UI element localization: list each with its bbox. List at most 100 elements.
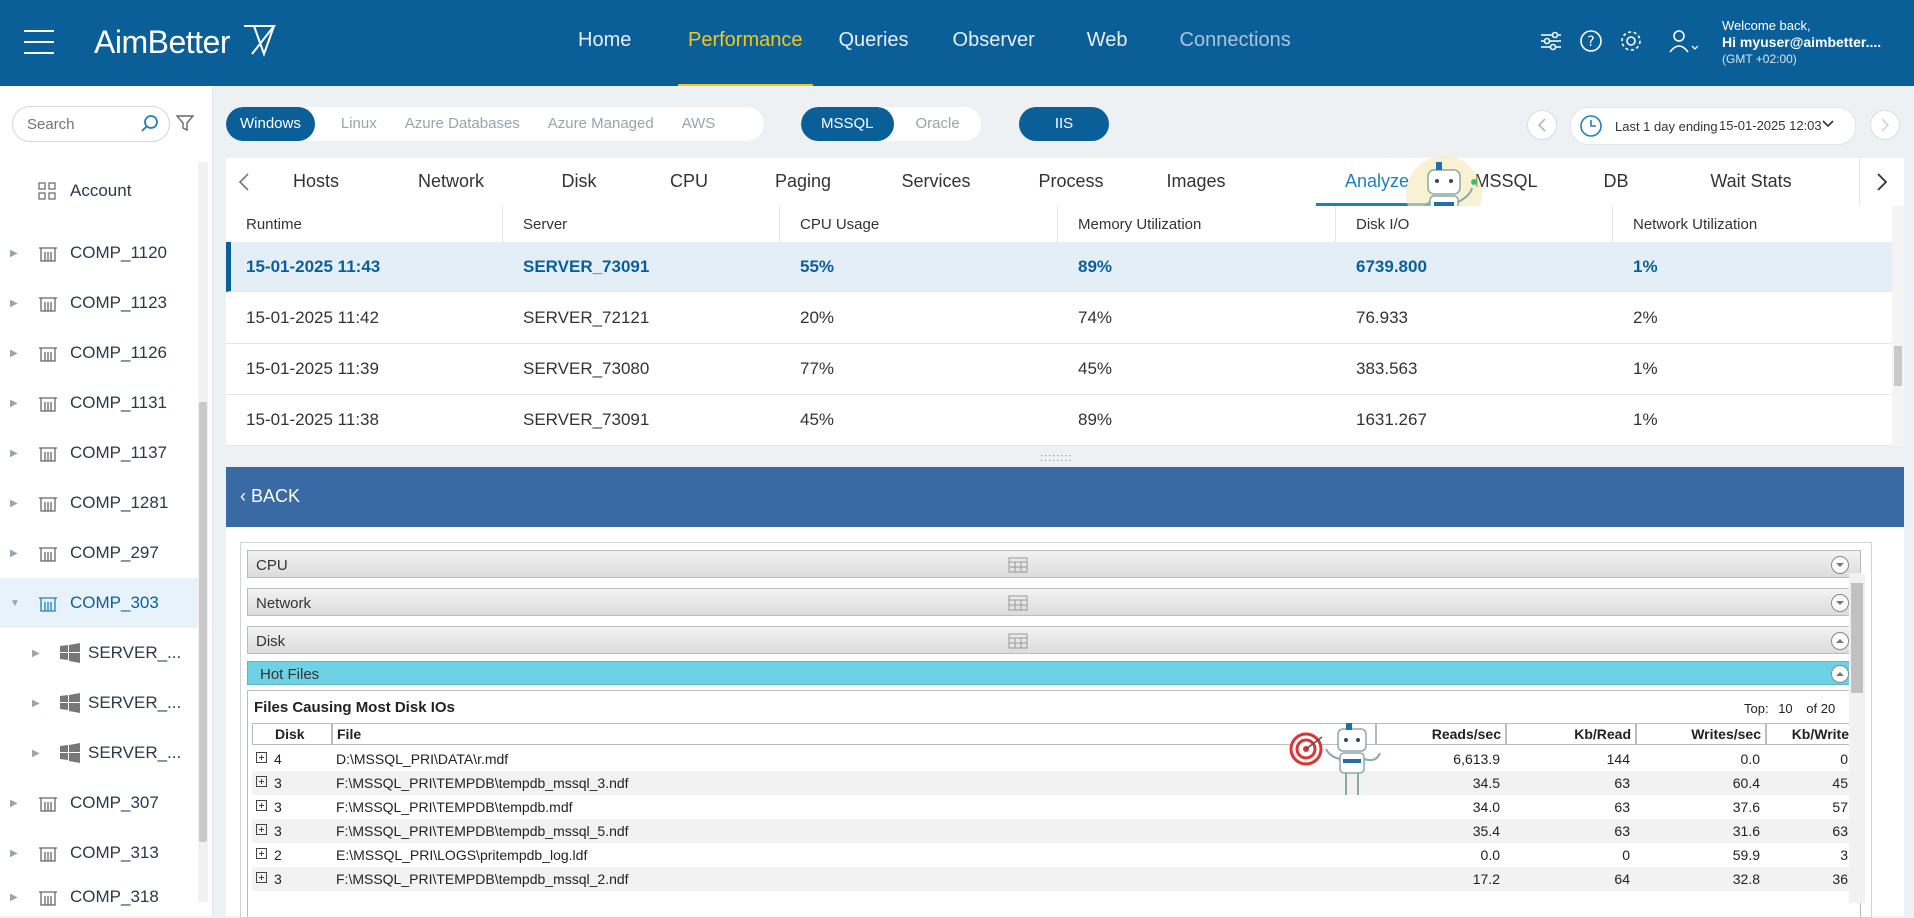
- caret-right-icon[interactable]: ▶: [10, 247, 18, 259]
- section-hot-files[interactable]: Hot Files: [247, 661, 1861, 685]
- caret-right-icon[interactable]: ▶: [10, 397, 18, 409]
- time-range-picker[interactable]: Last 1 day ending 15-01-2025 12:03: [1570, 107, 1856, 145]
- tab-mssql[interactable]: MSSQL: [1474, 171, 1538, 191]
- os-aws[interactable]: AWS: [681, 115, 716, 132]
- hamburger-menu-icon[interactable]: [24, 30, 54, 54]
- caret-right-icon[interactable]: ▶: [10, 347, 18, 359]
- sidebar-scrollbar[interactable]: [198, 162, 208, 902]
- tab-services[interactable]: Services: [901, 171, 971, 191]
- sidebar-item-comp[interactable]: ▶ COMP_1123: [0, 278, 198, 328]
- caret-right-icon[interactable]: ▶: [10, 797, 18, 809]
- nav-web[interactable]: Web: [1086, 29, 1128, 51]
- detail-scrollbar[interactable]: [1849, 573, 1865, 903]
- iis-button[interactable]: IIS: [1019, 107, 1109, 141]
- nav-home[interactable]: Home: [578, 29, 632, 51]
- scrollbar-thumb[interactable]: [1894, 346, 1902, 386]
- sidebar-item-comp[interactable]: ▶ COMP_307: [0, 778, 198, 828]
- sidebar-item-account[interactable]: Account: [0, 166, 198, 216]
- filter-icon[interactable]: [176, 114, 194, 132]
- tab-cpu[interactable]: CPU: [669, 171, 708, 191]
- os-windows[interactable]: Windows: [226, 107, 315, 141]
- tab-images[interactable]: Images: [1166, 171, 1226, 191]
- expand-row-icon[interactable]: [256, 776, 267, 787]
- col-runtime[interactable]: Runtime: [246, 216, 302, 233]
- col-server[interactable]: Server: [523, 216, 568, 233]
- table-row[interactable]: 3 F:\MSSQL_PRI\TEMPDB\tempdb_mssql_5.ndf…: [252, 819, 1854, 843]
- nav-performance[interactable]: Performance: [670, 0, 821, 86]
- sidebar-item-server[interactable]: ▶ SERVER_...: [0, 728, 198, 778]
- col-cpu-usage[interactable]: CPU Usage: [800, 216, 880, 233]
- col-kb-write[interactable]: Kb/Write: [1766, 723, 1854, 745]
- tab-hosts[interactable]: Hosts: [292, 171, 339, 191]
- os-azure-managed[interactable]: Azure Managed: [547, 115, 654, 132]
- grid-scrollbar[interactable]: [1892, 206, 1904, 446]
- sidebar-item-comp-selected[interactable]: ▼ COMP_303: [0, 578, 198, 628]
- table-row[interactable]: 3 F:\MSSQL_PRI\TEMPDB\tempdb.mdf 34.0 63…: [252, 795, 1854, 819]
- db-mssql[interactable]: MSSQL: [801, 107, 894, 141]
- sidebar-item-comp[interactable]: ▶ COMP_1137: [0, 428, 198, 478]
- expand-row-icon[interactable]: [256, 800, 267, 811]
- caret-right-icon[interactable]: ▶: [10, 297, 18, 309]
- caret-right-icon[interactable]: ▶: [10, 891, 18, 903]
- collapse-circle-icon[interactable]: [1830, 631, 1850, 651]
- section-cpu[interactable]: CPU: [247, 550, 1861, 578]
- col-disk[interactable]: Disk: [252, 723, 332, 745]
- sliders-icon[interactable]: [1538, 28, 1564, 54]
- user-icon[interactable]: [1668, 28, 1699, 56]
- nav-connections[interactable]: Connections: [1179, 29, 1291, 51]
- table-icon[interactable]: [1008, 633, 1028, 649]
- table-row[interactable]: 3 F:\MSSQL_PRI\TEMPDB\tempdb_mssql_2.ndf…: [252, 867, 1854, 891]
- expand-row-icon[interactable]: [256, 848, 267, 859]
- table-icon[interactable]: [1008, 595, 1028, 611]
- tab-process[interactable]: Process: [1038, 171, 1104, 191]
- help-icon[interactable]: ?: [1578, 28, 1604, 54]
- col-file[interactable]: File: [332, 723, 1376, 745]
- robot-target-icon[interactable]: [1288, 719, 1388, 801]
- sidebar-item-comp[interactable]: ▶ COMP_297: [0, 528, 198, 578]
- sidebar-item-comp[interactable]: ▶ COMP_1120: [0, 228, 198, 278]
- os-azure-databases[interactable]: Azure Databases: [404, 115, 520, 132]
- expand-circle-icon[interactable]: [1830, 555, 1850, 575]
- table-row[interactable]: 4 D:\MSSQL_PRI\DATA\r.mdf 6,613.9 144 0.…: [252, 747, 1854, 771]
- tab-db[interactable]: DB: [1603, 171, 1629, 191]
- expand-row-icon[interactable]: [256, 752, 267, 763]
- section-network[interactable]: Network: [247, 588, 1861, 616]
- tab-network[interactable]: Network: [417, 171, 484, 191]
- sidebar-item-comp[interactable]: ▶ COMP_318: [0, 878, 198, 916]
- next-period-button[interactable]: [1870, 110, 1900, 140]
- search-icon[interactable]: [139, 113, 161, 135]
- caret-right-icon[interactable]: ▶: [10, 847, 18, 859]
- back-button[interactable]: ‹ BACK: [240, 486, 301, 506]
- col-writes-sec[interactable]: Writes/sec: [1636, 723, 1766, 745]
- section-disk[interactable]: Disk: [247, 626, 1861, 654]
- col-memory-utilization[interactable]: Memory Utilization: [1078, 216, 1202, 233]
- caret-right-icon[interactable]: ▶: [32, 647, 40, 659]
- back-bar[interactable]: ‹ BACK: [226, 467, 1904, 527]
- user-name[interactable]: Hi myuser@aimbetter....: [1722, 34, 1882, 50]
- expand-row-icon[interactable]: [256, 872, 267, 883]
- expand-circle-icon[interactable]: [1830, 593, 1850, 613]
- db-oracle[interactable]: Oracle: [915, 115, 960, 132]
- tab-wait-stats[interactable]: Wait Stats: [1710, 171, 1792, 191]
- grid-row[interactable]: 15-01-2025 11:38 SERVER_73091 45% 89% 16…: [226, 395, 1892, 446]
- caret-right-icon[interactable]: ▶: [10, 447, 18, 459]
- nav-observer[interactable]: Observer: [952, 29, 1035, 51]
- table-row[interactable]: 2 E:\MSSQL_PRI\LOGS\pritempdb_log.ldf 0.…: [252, 843, 1854, 867]
- caret-right-icon[interactable]: ▶: [32, 697, 40, 709]
- table-row[interactable]: 3 F:\MSSQL_PRI\TEMPDB\tempdb_mssql_3.ndf…: [252, 771, 1854, 795]
- collapse-circle-icon[interactable]: [1830, 664, 1850, 684]
- scrollbar-thumb[interactable]: [199, 402, 207, 842]
- col-network-utilization[interactable]: Network Utilization: [1633, 216, 1758, 233]
- resize-handle[interactable]: ::::::::: [1040, 452, 1073, 464]
- tab-disk[interactable]: Disk: [561, 171, 597, 191]
- grid-row[interactable]: 15-01-2025 11:42 SERVER_72121 20% 74% 76…: [226, 293, 1892, 344]
- col-kb-read[interactable]: Kb/Read: [1506, 723, 1636, 745]
- tabs-scroll-right-button[interactable]: [1859, 158, 1904, 206]
- caret-right-icon[interactable]: ▶: [10, 497, 18, 509]
- chevron-down-icon[interactable]: [1821, 116, 1835, 130]
- tab-paging[interactable]: Paging: [774, 171, 832, 191]
- sidebar-item-comp[interactable]: ▶ COMP_1281: [0, 478, 198, 528]
- tab-analyze[interactable]: Analyze: [1316, 158, 1438, 206]
- sidebar-item-server[interactable]: ▶ SERVER_...: [0, 678, 198, 728]
- tabs-scroll-left-icon[interactable]: [238, 172, 250, 192]
